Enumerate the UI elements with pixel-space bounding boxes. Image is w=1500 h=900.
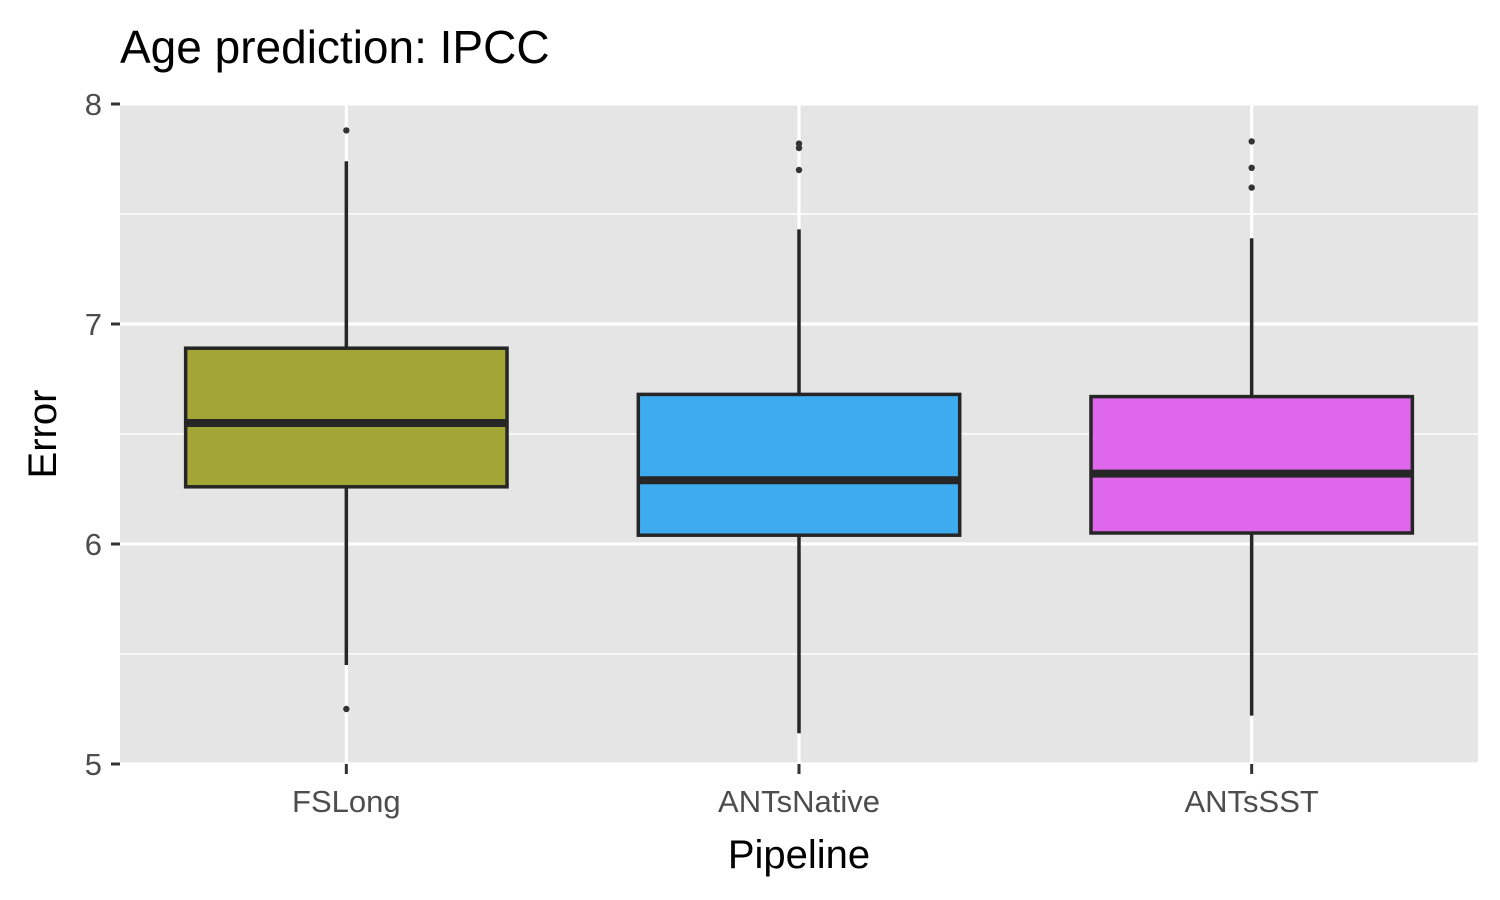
outlier-point [1248,164,1255,171]
outlier-point [343,705,350,713]
outlier-point [343,127,350,134]
outlier-point [1248,184,1255,191]
box-iqr [1089,394,1415,535]
box-iqr [636,392,962,537]
box-iqr [183,346,509,489]
box-fslong [183,127,509,713]
x-axis: FSLong ANTsNative ANTsSST [292,764,1319,819]
outlier-point [795,140,803,147]
x-axis-title: Pipeline [728,833,870,877]
y-tick-label: 7 [85,307,102,342]
outlier-point [795,166,803,174]
outlier-point [1248,138,1255,145]
outlier-point [795,144,803,152]
y-tick-label: 8 [85,87,102,122]
boxes [183,127,1415,734]
y-tick-label: 5 [85,747,102,782]
chart-title: Age prediction: IPCC [120,21,550,73]
box-antssst [1089,138,1415,716]
box-antsnative [636,140,962,734]
y-tick-label: 6 [85,527,102,562]
x-tick-label: ANTsNative [718,784,880,819]
y-axis-title: Error [21,390,65,479]
y-axis: 5 6 7 8 [85,87,120,782]
x-tick-label: FSLong [292,784,401,819]
x-tick-label: ANTsSST [1184,784,1318,819]
